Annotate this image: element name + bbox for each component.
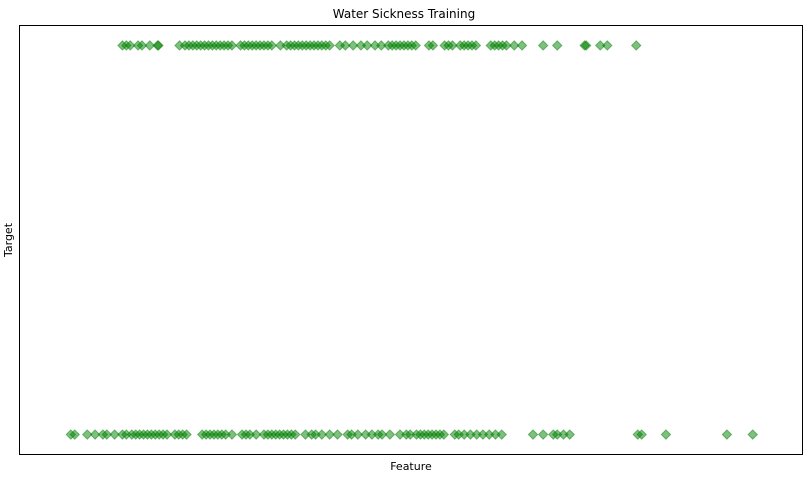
scatter-point	[124, 40, 136, 51]
scatter-point	[250, 429, 262, 440]
scatter-point	[136, 40, 148, 51]
scatter-point	[630, 40, 642, 51]
scatter-point	[447, 40, 458, 51]
scatter-point	[721, 429, 733, 440]
scatter-point	[551, 40, 563, 51]
scatter-point	[289, 429, 301, 440]
scatter-point	[89, 429, 101, 440]
scatter-point	[81, 429, 93, 440]
x-axis-label: Feature	[390, 460, 432, 473]
scatter-point	[352, 429, 364, 440]
scatter-point	[594, 40, 606, 51]
scatter-point	[537, 40, 549, 51]
scatter-point	[564, 429, 576, 440]
scatter-point	[470, 40, 482, 51]
scatter-point	[410, 40, 421, 51]
scatter-point	[69, 429, 81, 440]
scatter-point	[340, 40, 351, 51]
scatter-point	[361, 40, 373, 51]
scatter-point	[438, 429, 450, 440]
scatter-point	[516, 40, 528, 51]
scatter-point	[181, 429, 192, 440]
scatter-point	[332, 429, 343, 440]
data-points	[65, 40, 759, 440]
scatter-point	[161, 429, 173, 440]
scatter-point	[537, 429, 549, 440]
scatter-point	[376, 429, 388, 440]
scatter-point	[660, 429, 672, 440]
scatter-point	[527, 429, 539, 440]
scatter-point	[508, 40, 520, 51]
scatter-point	[347, 40, 359, 51]
scatter-point	[496, 429, 508, 440]
scatter-point	[109, 429, 120, 440]
scatter-point	[384, 429, 396, 440]
scatter-point	[226, 429, 238, 440]
scatter-point	[144, 40, 156, 51]
scatter-point	[375, 40, 387, 51]
chart-title: Water Sickness Training	[333, 7, 475, 21]
scatter-point	[747, 429, 759, 440]
scatter-point	[101, 429, 113, 440]
scatter-point	[601, 40, 613, 51]
scatter-point	[324, 40, 335, 51]
scatter-point	[580, 40, 592, 51]
scatter-point	[636, 429, 647, 440]
y-axis-label: Target	[2, 222, 15, 258]
scatter-point	[153, 40, 164, 51]
scatter-point	[324, 429, 335, 440]
scatter-point	[266, 40, 278, 51]
scatter-point	[316, 429, 328, 440]
plot-area-frame	[19, 25, 803, 455]
scatter-point	[427, 40, 439, 51]
scatter-point	[501, 40, 512, 51]
scatter-point	[226, 40, 238, 51]
